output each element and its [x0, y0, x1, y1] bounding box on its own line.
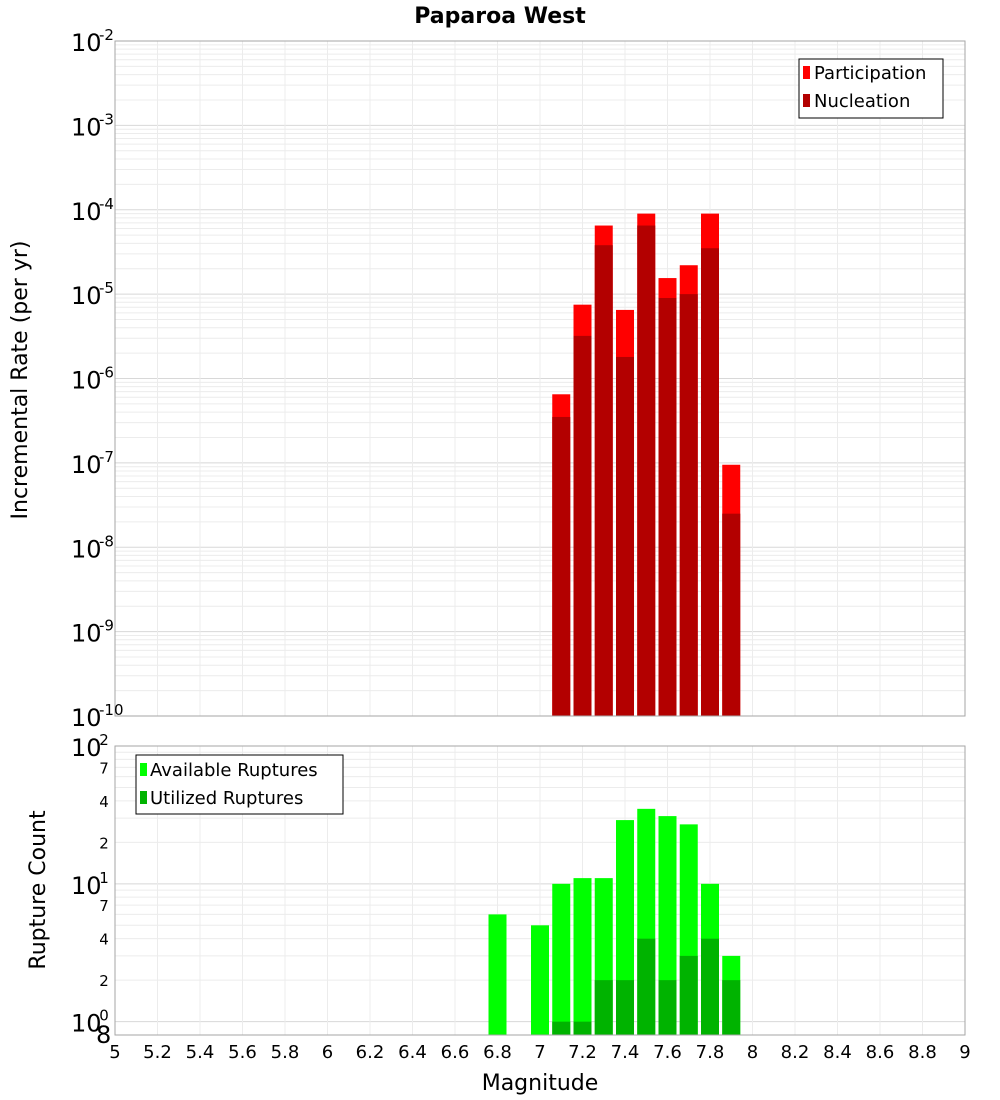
y-tick-label: 7 [99, 759, 109, 777]
y-tick-exponent: -2 [99, 26, 114, 44]
bar-nucleation [722, 513, 741, 716]
y-tick-exponent: -5 [99, 279, 114, 297]
y-tick-exponent: -9 [99, 617, 114, 635]
y-tick-exponent: -7 [99, 448, 114, 466]
y-tick-label: 10 [71, 29, 102, 57]
y-tick-exponent: 1 [99, 869, 109, 887]
top-y-axis-title: Incremental Rate (per yr) [8, 241, 33, 520]
bar-available [552, 883, 571, 1035]
bar-nucleation [637, 225, 656, 716]
y-tick-label: 10 [71, 704, 102, 732]
y-tick-label: 4 [99, 931, 109, 949]
bar-nucleation [701, 248, 719, 717]
bottom-bars [488, 808, 741, 1035]
y-tick-label: 10 [71, 198, 102, 226]
top-legend-box [798, 58, 944, 119]
y-tick-label: 10 [71, 1010, 102, 1038]
bar-utilized [658, 980, 677, 1035]
top-bars [552, 213, 741, 717]
y-tick-exponent: -3 [99, 110, 114, 128]
bottom-y-axis-title: Rupture Count [26, 810, 51, 970]
bar-utilized [594, 980, 613, 1035]
x-axis-title: Magnitude [482, 1071, 599, 1096]
x-tick-label: 7 [534, 1042, 545, 1063]
y-tick-label: 2 [99, 834, 109, 852]
y-tick-label: 10 [71, 620, 102, 648]
bar-utilized [552, 1021, 571, 1035]
x-ticks: 5 5.2 5.4 5.6 5.8 6 6.2 6.4 6.6 6.8 7 7.2 7.4 7.6 7.8 8… [109, 1042, 970, 1063]
y-tick-exponent: -6 [99, 364, 114, 382]
bar-available [573, 878, 592, 1035]
x-tick-label: 6.6 [441, 1042, 470, 1063]
x-tick-label: 8.6 [866, 1042, 895, 1063]
y-tick-label: 2 [99, 972, 109, 990]
bottom-plot-frame [114, 745, 966, 1036]
x-tick-label: 7.8 [696, 1042, 725, 1063]
y-tick-label: 10 [71, 535, 102, 563]
bottom-legend: Available Ruptures Utilized Ruptures [135, 754, 344, 815]
x-tick-label: 7.4 [611, 1042, 640, 1063]
y-tick-label: 10 [71, 367, 102, 395]
x-tick-label: 5.2 [143, 1042, 172, 1063]
bar-nucleation [616, 356, 634, 716]
legend-swatch-nucleation [803, 94, 810, 107]
bar-nucleation [594, 245, 613, 717]
bar-utilized [701, 938, 719, 1035]
x-tick-label: 6.8 [483, 1042, 512, 1063]
bar-nucleation [658, 297, 677, 716]
x-tick-label: 6 [322, 1042, 333, 1063]
y-tick-exponent: -8 [99, 532, 114, 550]
y-tick-label: 8 [96, 1021, 111, 1049]
bar-utilized [573, 1021, 592, 1035]
x-tick-label: 8 [747, 1042, 758, 1063]
x-tick-label: 8.4 [823, 1042, 852, 1063]
bar-nucleation [552, 416, 571, 716]
legend-swatch-available [140, 763, 147, 776]
x-tick-label: 5 [109, 1042, 120, 1063]
y-tick-label: 4 [99, 793, 109, 811]
y-tick-label: 10 [71, 113, 102, 141]
y-tick-exponent: 2 [99, 731, 109, 749]
y-tick-label: 10 [71, 282, 102, 310]
legend-swatch-participation [803, 66, 810, 79]
x-tick-label: 8.8 [908, 1042, 937, 1063]
bar-available [488, 914, 507, 1035]
y-tick-exponent: -10 [99, 701, 124, 719]
chart-title: Paparoa West [414, 4, 586, 29]
y-tick-label: 10 [71, 451, 102, 479]
bar-utilized [637, 938, 656, 1035]
y-tick-label: 7 [99, 897, 109, 915]
top-plot-frame [114, 40, 966, 717]
legend-label-utilized: Utilized Ruptures [150, 788, 303, 809]
x-tick-label: 9 [959, 1042, 970, 1063]
top-grid [114, 41, 966, 716]
legend-label-nucleation: Nucleation [814, 91, 910, 112]
legend-label-available: Available Ruptures [150, 760, 318, 781]
legend-label-participation: Participation [814, 63, 926, 84]
bottom-legend-box [135, 754, 344, 815]
bar-utilized [616, 980, 634, 1035]
y-tick-label: 10 [71, 734, 102, 762]
bar-utilized [679, 955, 698, 1035]
x-tick-label: 5.6 [228, 1042, 257, 1063]
y-tick-label: 10 [71, 872, 102, 900]
x-tick-label: 7.6 [653, 1042, 682, 1063]
bar-nucleation [679, 294, 698, 716]
bar-available [531, 925, 549, 1035]
legend-swatch-utilized [140, 791, 147, 804]
bar-nucleation [573, 335, 592, 716]
x-tick-label: 6.2 [356, 1042, 385, 1063]
bar-utilized [722, 980, 741, 1035]
x-tick-label: 5.4 [186, 1042, 215, 1063]
x-tick-label: 5.8 [271, 1042, 300, 1063]
top-legend: Participation Nucleation [798, 58, 944, 119]
y-tick-exponent: 0 [99, 1007, 109, 1025]
x-tick-label: 7.2 [568, 1042, 597, 1063]
x-tick-label: 8.2 [781, 1042, 810, 1063]
y-tick-exponent: -4 [99, 195, 114, 213]
x-tick-label: 6.4 [398, 1042, 427, 1063]
